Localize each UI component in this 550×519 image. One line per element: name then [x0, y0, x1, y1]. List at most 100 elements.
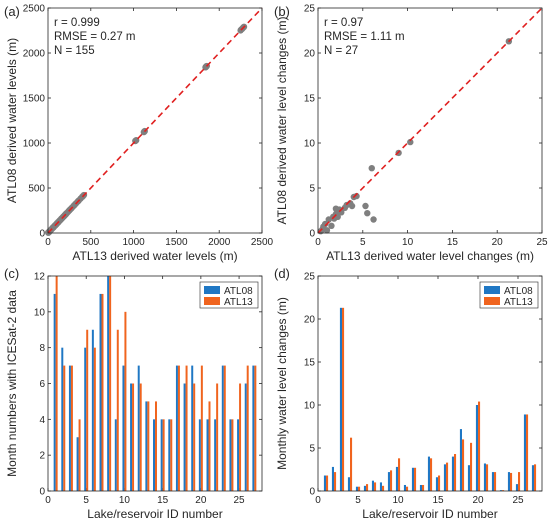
bar-atl13: [414, 467, 417, 491]
bar-atl13: [438, 475, 441, 491]
bar-atl13: [446, 462, 449, 491]
bar-atl13: [162, 419, 165, 491]
stats-text: r = 0.97: [324, 17, 363, 29]
bar-atl13: [139, 383, 142, 491]
bar-atl08: [107, 276, 110, 491]
one-to-one-line: [47, 7, 263, 234]
legend-swatch-atl13: [204, 297, 220, 305]
axes-frame: [47, 7, 263, 234]
stats-text: N = 27: [324, 45, 358, 57]
stats-text: RMSE = 0.27 m: [54, 31, 136, 43]
y-tick-label: 2: [39, 451, 45, 462]
panel-label: (a): [4, 4, 20, 19]
bar-atl13: [132, 383, 135, 491]
y-tick-label: 25: [304, 272, 316, 283]
x-tick-label: 0: [315, 237, 321, 248]
bar-atl08: [183, 383, 186, 491]
x-tick-label: 15: [157, 495, 169, 506]
bar-atl08: [371, 480, 374, 491]
bar-atl08: [475, 405, 478, 491]
bar-atl13: [494, 472, 497, 491]
x-tick-label: 25: [512, 495, 524, 506]
y-axis-label: ATL08 derived water levels (m): [5, 38, 19, 203]
bar-atl08: [347, 477, 350, 491]
data-point: [348, 202, 356, 210]
bar-atl13: [70, 365, 73, 491]
bar-atl08: [122, 365, 125, 491]
bar-atl08: [331, 466, 334, 491]
bar-atl08: [237, 419, 240, 491]
bar-atl08: [363, 485, 366, 491]
bar-atl08: [130, 383, 133, 491]
y-tick-label: 2500: [23, 4, 46, 15]
data-point: [370, 216, 377, 223]
bar-atl13: [193, 383, 196, 491]
bar-atl08: [99, 293, 102, 491]
y-tick-label: 10: [304, 401, 316, 412]
bar-atl13: [185, 365, 188, 491]
bar-atl13: [124, 311, 127, 491]
legend-swatch-atl08: [204, 286, 220, 294]
y-axis-label: Monthly water level changes (m): [275, 297, 289, 470]
bar-atl13: [170, 419, 173, 491]
legend-swatch-atl13: [484, 297, 500, 305]
x-tick-label: 500: [82, 237, 99, 248]
x-tick-label: 5: [83, 495, 89, 506]
bar-atl08: [175, 365, 178, 491]
y-tick-label: 0: [309, 229, 315, 240]
bar-atl13: [518, 472, 521, 491]
y-tick-label: 0: [39, 229, 45, 240]
bar-atl13: [246, 365, 249, 491]
bar-atl13: [342, 307, 345, 491]
panel-label: (b): [274, 4, 290, 19]
bar-atl08: [395, 466, 398, 491]
bar-atl13: [534, 464, 537, 491]
y-tick-label: 1000: [23, 139, 46, 150]
bar-atl13: [63, 365, 66, 491]
y-tick-label: 15: [304, 358, 316, 369]
bar-atl13: [254, 365, 257, 491]
y-axis-label: Month numbers with ICESat-2 data: [5, 290, 19, 477]
bar-atl13: [454, 454, 457, 491]
bar-atl13: [109, 276, 112, 491]
bar-atl13: [486, 464, 489, 491]
bar-atl08: [491, 472, 494, 491]
bar-atl13: [208, 401, 211, 491]
y-tick-label: 20: [304, 49, 316, 60]
bar-atl08: [403, 484, 406, 491]
bar-atl08: [379, 482, 382, 491]
stats-text: RMSE = 1.11 m: [324, 31, 405, 43]
bar-atl08: [435, 477, 438, 491]
x-axis-label: ATL13 derived water level changes (m): [326, 249, 534, 263]
bar-atl13: [366, 484, 369, 491]
bar-atl08: [244, 383, 247, 491]
x-axis-label: Lake/reservoir ID number: [362, 507, 497, 519]
stats-text: r = 0.999: [54, 17, 100, 29]
bar-atl08: [459, 429, 462, 491]
bar-atl08: [145, 401, 148, 491]
bar-atl08: [84, 347, 87, 491]
bar-atl13: [358, 486, 361, 491]
y-tick-label: 0: [39, 487, 45, 498]
bar-atl08: [68, 365, 71, 491]
stats-text: N = 155: [54, 45, 95, 57]
bar-atl13: [216, 383, 219, 491]
x-tick-label: 0: [45, 237, 51, 248]
data-point: [328, 222, 335, 229]
data-point: [362, 202, 369, 210]
y-axis-label: ATL08 derived water level changes (m): [275, 17, 289, 225]
axes-frame: [317, 275, 543, 492]
bar-atl08: [451, 456, 454, 491]
x-tick-label: 20: [472, 495, 484, 506]
y-tick-label: 10: [34, 307, 46, 318]
bar-atl08: [221, 365, 224, 491]
x-tick-label: 5: [360, 237, 366, 248]
bar-atl13: [462, 439, 465, 491]
y-tick-label: 15: [304, 94, 316, 105]
y-tick-label: 5: [309, 444, 315, 455]
bar-atl08: [323, 475, 326, 491]
x-tick-label: 10: [119, 495, 131, 506]
bar-atl08: [427, 456, 430, 491]
bar-atl13: [334, 472, 337, 491]
